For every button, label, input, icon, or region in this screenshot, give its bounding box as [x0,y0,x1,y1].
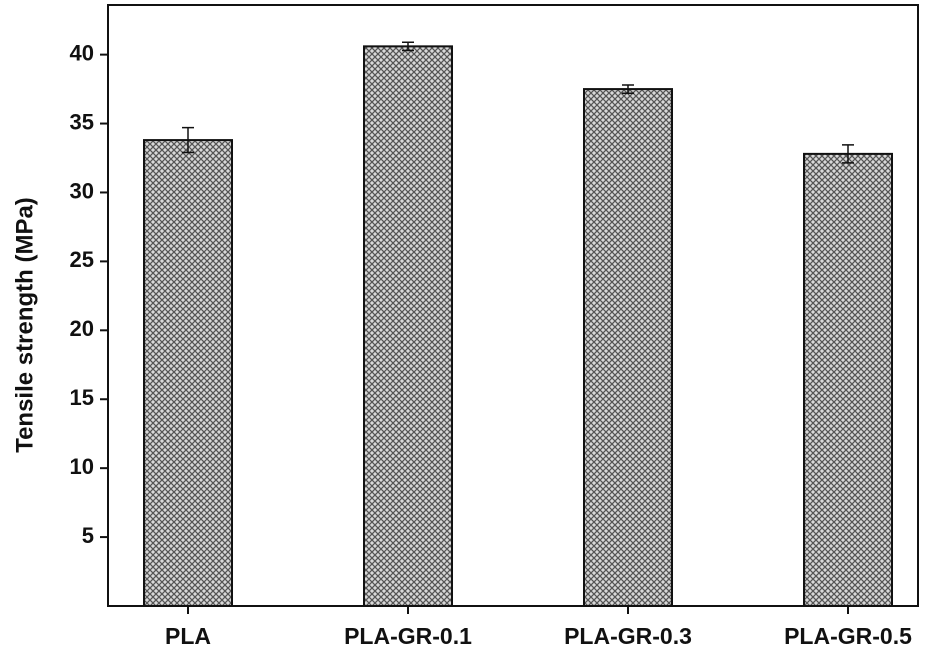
y-tick-label: 20 [70,316,94,341]
error-bar [842,144,854,164]
error-bar [182,126,194,154]
error-bar [402,41,414,52]
y-tick-label: 40 [70,40,94,65]
x-tick-label: PLA-GR-0.1 [344,623,472,649]
plot-frame [107,4,919,607]
y-tick-label: 30 [70,178,94,203]
bar [363,45,453,607]
y-tick-label: 25 [70,247,94,272]
y-tick-label: 35 [70,109,94,134]
x-tick-label: PLA-GR-0.3 [564,623,692,649]
y-axis-label: Tensile strength (MPa) [11,197,38,453]
y-tick-label: 5 [82,523,94,548]
error-bar [622,84,634,94]
y-tick-label: 10 [70,454,94,479]
bar [803,152,893,608]
x-tick-label: PLA-GR-0.5 [784,623,912,649]
x-tick-label: PLA [165,623,211,649]
bar [143,139,233,607]
y-tick-label: 15 [70,385,94,410]
bar [583,88,673,608]
